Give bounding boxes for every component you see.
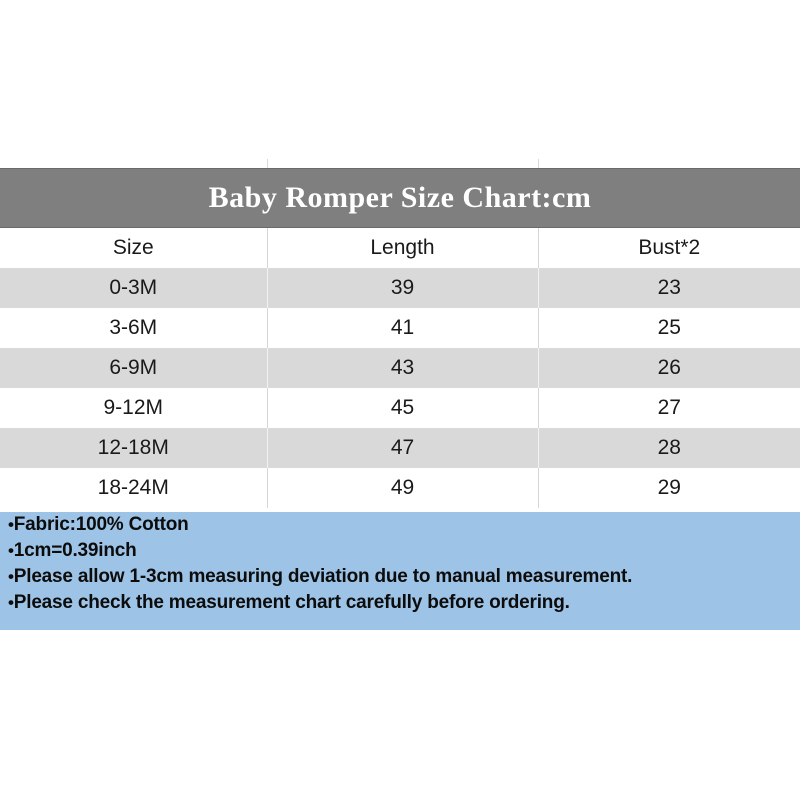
note-line: •Fabric:100% Cotton — [8, 512, 794, 538]
note-line: •1cm=0.39inch — [8, 538, 794, 564]
top-spacer — [0, 0, 800, 159]
table-gap — [0, 508, 800, 512]
note-line: •Please allow 1-3cm measuring deviation … — [8, 564, 794, 590]
bust-cell: 25 — [657, 316, 681, 339]
length-cell: 47 — [267, 428, 539, 468]
size-cell: 12-18M — [0, 428, 268, 468]
bullet-icon: • — [8, 593, 14, 612]
length-cell: 45 — [267, 388, 539, 428]
grid-line-stub — [538, 159, 539, 168]
notes-panel: •Fabric:100% Cotton •1cm=0.39inch •Pleas… — [0, 512, 800, 630]
table-row: 12-18M 47 28 — [0, 428, 800, 468]
column-header-size: Size — [0, 228, 268, 268]
size-cell: 0-3M — [0, 268, 268, 308]
size-cell: 6-9M — [0, 348, 268, 388]
note-text: Fabric:100% Cotton — [13, 514, 189, 535]
bust-cell: 26 — [657, 356, 681, 379]
size-table: Size Length Bust*2 0-3M 39 23 3-6M 41 25… — [0, 228, 800, 508]
bust-cell: 23 — [657, 276, 681, 299]
column-header-length: Length — [267, 228, 539, 268]
bullet-icon: • — [8, 515, 14, 534]
bust-cell: 29 — [657, 476, 681, 499]
bullet-icon: • — [8, 567, 14, 586]
table-row: 3-6M 41 25 — [0, 308, 800, 348]
bust-cell: 28 — [657, 436, 681, 459]
length-cell: 49 — [267, 468, 539, 508]
length-cell: 41 — [267, 308, 539, 348]
title-band: Baby Romper Size Chart:cm — [0, 168, 800, 228]
table-row: 18-24M 49 29 — [0, 468, 800, 508]
size-cell: 9-12M — [0, 388, 268, 428]
note-text: 1cm=0.39inch — [13, 540, 137, 561]
table-row: 9-12M 45 27 — [0, 388, 800, 428]
size-cell: 3-6M — [0, 308, 268, 348]
note-line: •Please check the measurement chart care… — [8, 590, 794, 616]
table-header-row: Size Length Bust*2 — [0, 228, 800, 268]
size-cell: 18-24M — [0, 468, 268, 508]
grid-line-stub — [267, 159, 268, 168]
length-cell: 39 — [267, 268, 539, 308]
table-row: 0-3M 39 23 — [0, 268, 800, 308]
grid-stubs — [0, 159, 800, 168]
page-title: Baby Romper Size Chart:cm — [208, 181, 592, 214]
note-text: Please check the measurement chart caref… — [13, 592, 570, 613]
length-cell: 43 — [267, 348, 539, 388]
note-text: Please allow 1-3cm measuring deviation d… — [13, 566, 633, 587]
bust-cell: 27 — [657, 396, 681, 419]
column-header-bust: Bust*2 — [638, 236, 701, 259]
table-row: 6-9M 43 26 — [0, 348, 800, 388]
bullet-icon: • — [8, 541, 14, 560]
